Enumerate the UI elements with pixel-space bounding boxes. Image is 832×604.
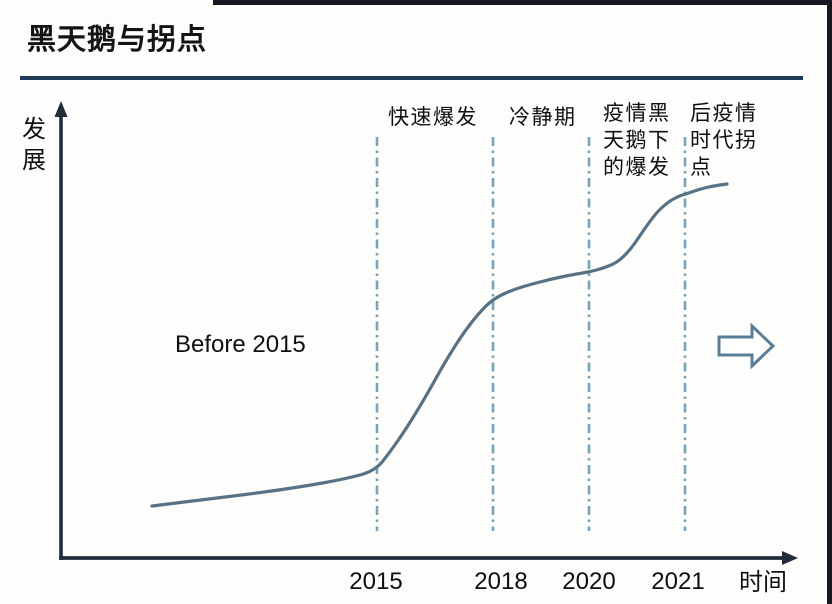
phase-label-rapid-burst: 快速爆发 bbox=[388, 106, 478, 129]
x-axis-label: 时间 bbox=[739, 569, 787, 596]
photo-right-edge bbox=[827, 0, 832, 604]
forward-block-arrow-icon bbox=[717, 322, 776, 370]
title-divider bbox=[20, 76, 803, 80]
x-tick-labels: 2015 2018 2020 2021 bbox=[0, 568, 832, 598]
x-axis-arrowhead-icon bbox=[782, 551, 798, 565]
phase-label-pandemic-black-swan-burst: 疫情黑 天鹅下 的爆发 bbox=[603, 102, 671, 179]
page-title: 黑天鹅与拐点 bbox=[27, 24, 208, 56]
phase-label-post-pandemic-inflection: 后疫情 时代拐 点 bbox=[690, 102, 758, 179]
x-tick-label: 2015 bbox=[349, 568, 403, 595]
y-axis-arrowhead-icon bbox=[54, 101, 68, 117]
y-axis-label: 发展 bbox=[22, 116, 46, 174]
x-tick-label: 2018 bbox=[474, 568, 528, 595]
phase-label-cooling-period: 冷静期 bbox=[509, 106, 577, 129]
photo-top-edge bbox=[213, 0, 832, 5]
x-tick-label: 2020 bbox=[562, 568, 616, 595]
development-curve bbox=[150, 182, 729, 508]
before-2015-annotation: Before 2015 bbox=[175, 331, 306, 358]
x-tick-label: 2021 bbox=[651, 568, 705, 595]
